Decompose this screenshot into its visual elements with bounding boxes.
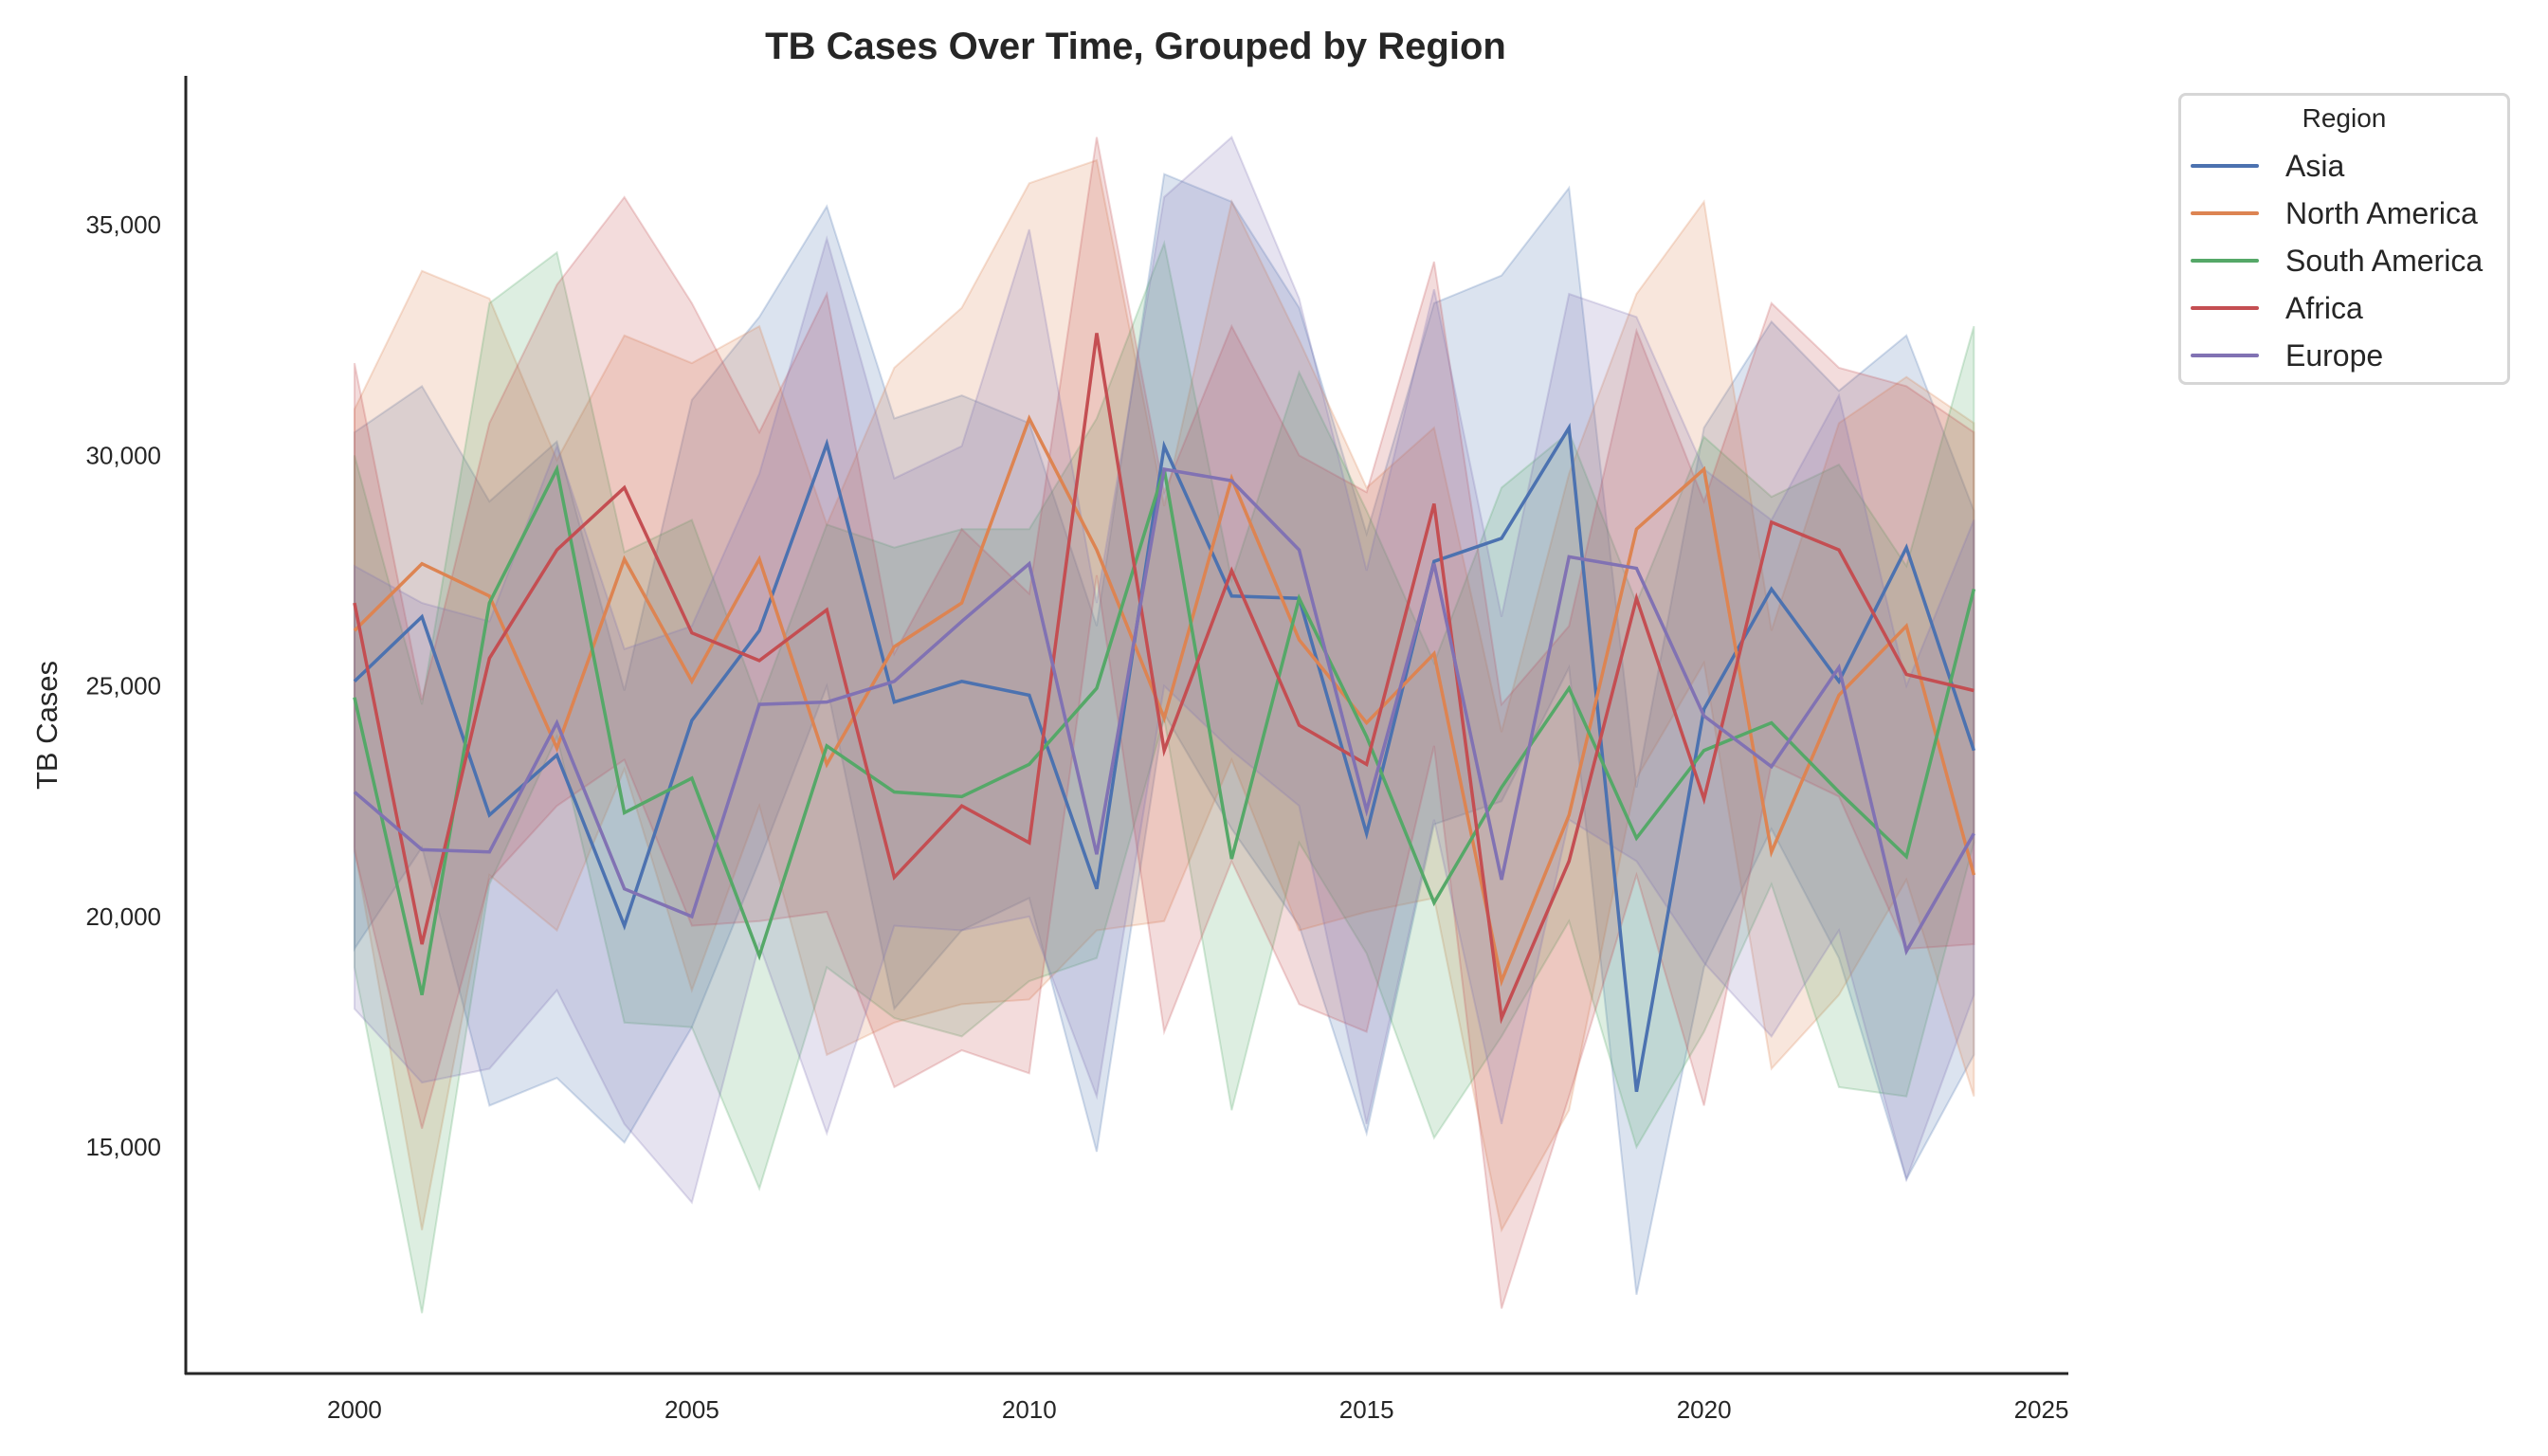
legend-swatch	[2191, 164, 2259, 168]
ci-band-asia	[353, 173, 1975, 1296]
x-ticks: 2000 2005 2010 2015 2020 2025	[327, 1395, 2068, 1424]
y-tick-label: 15,000	[85, 1133, 161, 1161]
legend-label: Asia	[2285, 148, 2345, 183]
legend-label: Africa	[2285, 290, 2363, 325]
y-tick-label: 25,000	[85, 672, 161, 701]
x-tick-label: 2010	[1002, 1395, 1057, 1424]
ci-band-africa	[353, 136, 1975, 1309]
ci-band-north-america	[353, 158, 1975, 1233]
legend-label: Europe	[2285, 337, 2384, 373]
series-lines	[353, 333, 1976, 1093]
legend-swatch	[2191, 354, 2259, 357]
legend-item-europe: Europe	[2191, 337, 2383, 374]
x-tick-label: 2025	[2014, 1395, 2069, 1424]
legend-swatch	[2191, 259, 2259, 263]
ci-band-south-america	[353, 240, 1975, 1314]
legend-swatch	[2191, 211, 2259, 215]
legend-label: South America	[2285, 243, 2484, 278]
y-tick-label: 35,000	[85, 210, 161, 239]
legend-item-north-america: North America	[2191, 194, 2478, 232]
x-tick-label: 2020	[1677, 1395, 1732, 1424]
y-axis-label: TB Cases	[30, 661, 64, 790]
x-tick-label: 2015	[1339, 1395, 1394, 1424]
ci-band-europe	[353, 136, 1975, 1205]
y-tick-label: 20,000	[85, 902, 161, 931]
x-tick-label: 2000	[327, 1395, 382, 1424]
y-ticks: 15,000 20,000 25,000 30,000 35,000	[85, 210, 161, 1161]
legend: Region Asia North America South America Afr…	[2178, 93, 2510, 385]
legend-item-asia: Asia	[2191, 147, 2344, 185]
chart-title: TB Cases Over Time, Grouped by Region	[765, 26, 1506, 67]
legend-title: Region	[2302, 103, 2387, 133]
confidence-bands	[353, 136, 1975, 1314]
legend-item-south-america: South America	[2191, 242, 2483, 280]
legend-swatch	[2191, 306, 2259, 310]
legend-label: North America	[2285, 195, 2478, 230]
legend-item-africa: Africa	[2191, 289, 2363, 327]
x-tick-label: 2005	[664, 1395, 719, 1424]
y-tick-label: 30,000	[85, 441, 161, 469]
